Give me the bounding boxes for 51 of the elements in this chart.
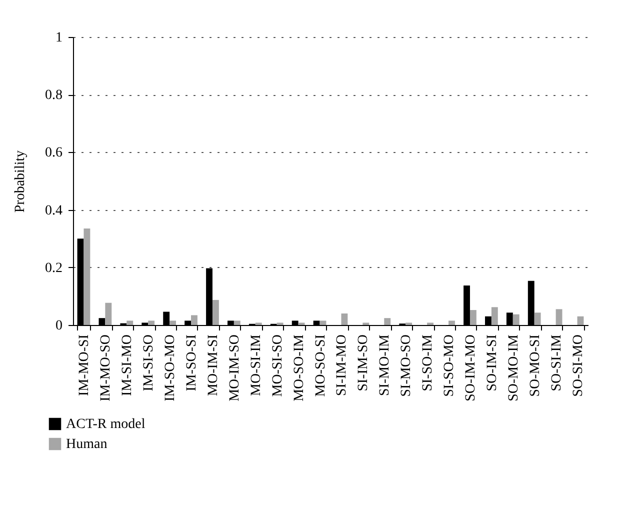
bar <box>84 228 90 325</box>
x-tick-label: SI-SO-IM <box>420 334 436 392</box>
x-tick-label: MO-SI-SO <box>270 334 286 397</box>
x-tick-label: MO-IM-SI <box>206 334 221 396</box>
x-tick-label: SI-IM-MO <box>334 334 350 396</box>
legend-label: Human <box>66 437 108 452</box>
x-tick-label: IM-SI-MO <box>120 334 136 396</box>
x-tick-label: SO-SI-MO <box>570 334 586 397</box>
x-tick-label: IM-SI-SO <box>142 334 157 392</box>
y-tick-label: 0.4 <box>45 203 62 218</box>
x-tick-label: MO-SI-IM <box>248 334 264 396</box>
bar <box>577 316 584 325</box>
bar <box>448 320 455 325</box>
y-axis-title: Probability <box>13 150 28 213</box>
x-tick-label: IM-MO-SI <box>77 334 92 396</box>
legend-label: ACT-R model <box>66 417 146 432</box>
x-tick-label: IM-SO-MO <box>163 334 178 402</box>
bar <box>212 300 219 325</box>
x-tick-label: IM-MO-SO <box>98 334 114 402</box>
bar <box>491 307 498 325</box>
x-tick-label: SI-IM-SO <box>356 334 372 392</box>
x-tick-label: MO-SO-IM <box>292 334 307 402</box>
x-tick-label: SI-MO-IM <box>378 334 393 396</box>
x-tick-label: SO-IM-MO <box>463 334 478 402</box>
y-tick-label: 0 <box>56 318 62 334</box>
bar <box>556 309 562 325</box>
bar <box>534 312 541 325</box>
x-tick-label: SO-IM-SI <box>484 334 500 392</box>
bar <box>191 315 198 325</box>
x-tick-label: SO-MO-SI <box>528 334 543 397</box>
y-tick-label: 1 <box>56 30 62 46</box>
x-tick-label: MO-SO-SI <box>313 334 328 397</box>
x-tick-label: MO-IM-SO <box>227 334 242 402</box>
bar <box>234 320 240 325</box>
x-tick-label: SO-MO-IM <box>506 334 522 402</box>
bar <box>470 310 476 325</box>
y-tick-label: 0.6 <box>45 146 62 161</box>
bar <box>512 314 520 325</box>
bar <box>148 320 155 325</box>
y-tick-label: 0.2 <box>45 260 62 276</box>
x-tick-label: SI-SO-MO <box>442 334 458 397</box>
x-tick-label: SO-SI-IM <box>549 334 564 392</box>
bar <box>105 302 112 325</box>
bar <box>126 320 134 325</box>
bar <box>384 318 391 325</box>
bar <box>170 320 176 325</box>
x-tick-label: SI-MO-SO <box>399 334 414 397</box>
y-tick-label: 0.8 <box>45 88 62 104</box>
x-tick-label: IM-SO-SI <box>184 334 200 392</box>
bar <box>341 313 348 325</box>
bar <box>320 320 326 325</box>
